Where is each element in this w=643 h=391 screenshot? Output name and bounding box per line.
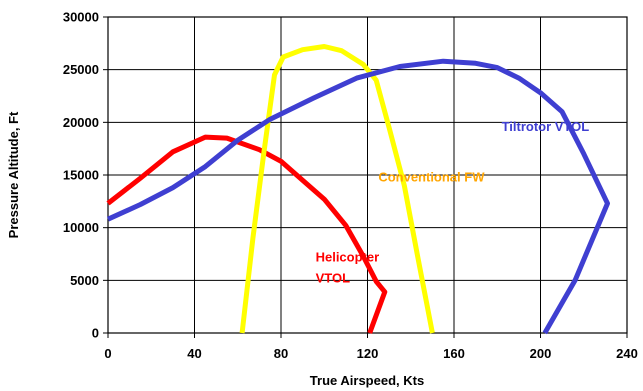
x-tick-label: 80	[274, 346, 288, 361]
series-label-helicopter-vtol: VTOL	[316, 270, 350, 285]
x-tick-label: 200	[530, 346, 552, 361]
x-axis-title: True Airspeed, Kts	[310, 373, 424, 388]
series-line-tiltrotor-vtol	[106, 58, 610, 335]
series-lines	[106, 44, 610, 335]
series-label-helicopter-vtol: Helicopter	[316, 249, 380, 264]
series-line-helicopter-vtol	[106, 134, 388, 334]
series-labels: Helicopter VTOL Conventional FW Tiltrotor V…	[316, 119, 590, 286]
y-tick-label: 25000	[63, 62, 99, 77]
series-line-conventional-fw	[239, 44, 435, 334]
y-tick-label: 15000	[63, 168, 99, 183]
x-tick-label: 160	[443, 346, 465, 361]
series-label-tiltrotor-vtol: Tiltrotor VTOL	[502, 119, 590, 134]
x-tick-label: 40	[187, 346, 201, 361]
y-axis-title: Pressure Altitude, Ft	[6, 111, 21, 238]
series-label-conventional-fw: Conventional FW	[378, 169, 485, 184]
y-tick-label: 30000	[63, 10, 99, 25]
y-tick-label: 10000	[63, 220, 99, 235]
y-tick-label: 5000	[70, 273, 99, 288]
x-tick-label: 120	[357, 346, 379, 361]
x-tick-label: 0	[104, 346, 111, 361]
y-tick-label: 20000	[63, 115, 99, 130]
y-tick-labels: 0 5000 10000 15000 20000 25000 30000	[63, 10, 99, 341]
x-tick-labels: 0 40 80 120 160 200 240	[104, 346, 637, 361]
y-tick-label: 0	[92, 326, 99, 341]
x-tick-label: 240	[616, 346, 638, 361]
